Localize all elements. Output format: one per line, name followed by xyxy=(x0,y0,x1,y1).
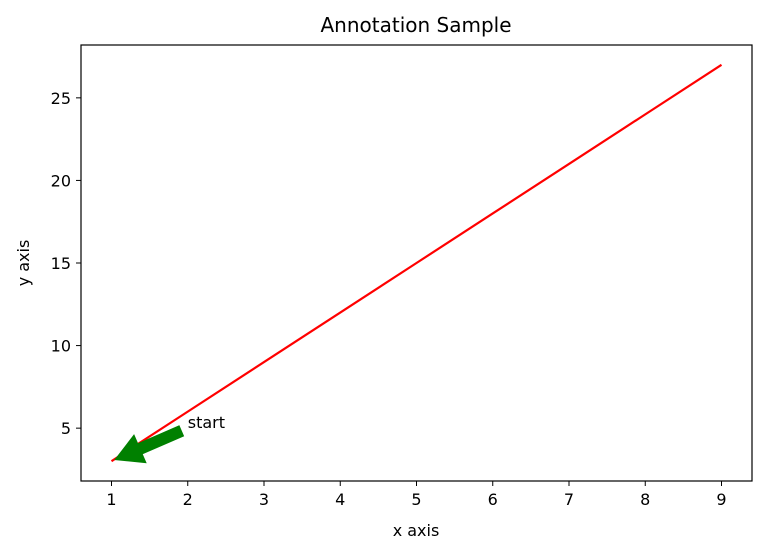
x-tick-label: 3 xyxy=(259,490,269,509)
y-axis-label: y axis xyxy=(14,240,33,287)
x-tick-label: 5 xyxy=(411,490,421,509)
chart-title: Annotation Sample xyxy=(320,13,511,37)
x-tick-label: 6 xyxy=(488,490,498,509)
x-tick-label: 4 xyxy=(335,490,345,509)
y-tick-label: 5 xyxy=(61,419,71,438)
series-line-0 xyxy=(110,63,723,463)
x-tick-label: 9 xyxy=(716,490,726,509)
x-axis-label: x axis xyxy=(393,521,440,540)
x-tick-label: 8 xyxy=(640,490,650,509)
annotation-text-0: start xyxy=(188,413,225,432)
x-tick-label: 7 xyxy=(564,490,574,509)
x-tick-label: 2 xyxy=(183,490,193,509)
axes-frame xyxy=(80,44,753,482)
y-tick-label: 20 xyxy=(51,171,71,190)
annotation-arrow-0 xyxy=(114,425,185,464)
plot-area: start 1 2 3 4 5 6 7 8 9 5 10 15 20 25 xyxy=(51,44,753,509)
y-tick-label: 10 xyxy=(51,337,71,356)
y-tick-label: 25 xyxy=(51,89,71,108)
x-tick-label: 1 xyxy=(106,490,116,509)
y-tick-label: 15 xyxy=(51,254,71,273)
